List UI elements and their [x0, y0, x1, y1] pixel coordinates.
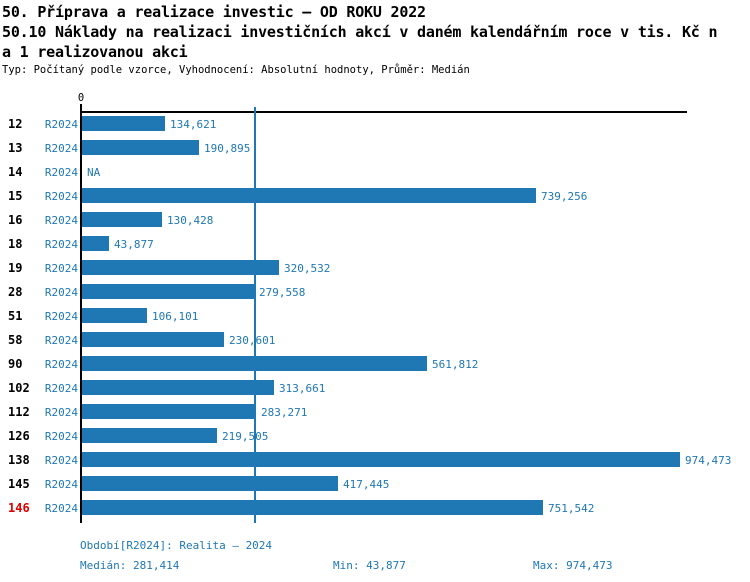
bar	[82, 476, 338, 491]
row-series-label: R2024	[44, 166, 78, 179]
row-category-label: 102	[8, 381, 30, 395]
bar-value-label: 279,558	[259, 286, 306, 299]
footer-median-value: Medián: 281,414	[80, 559, 180, 572]
bar	[82, 500, 543, 515]
bar-value-label: 974,473	[685, 454, 732, 467]
bar-value-label: 561,812	[432, 358, 479, 371]
footer-period-info: Období[R2024]: Realita – 2024	[80, 539, 273, 552]
bar	[82, 428, 217, 443]
row-category-label: 12	[8, 117, 23, 131]
row-series-label: R2024	[44, 214, 78, 227]
row-category-label: 112	[8, 405, 30, 419]
bar-value-label: 320,532	[284, 262, 331, 275]
row-category-label: 19	[8, 261, 23, 275]
bar-value-label: 739,256	[541, 190, 588, 203]
chart-row: 145 R2024 417,445	[0, 475, 750, 499]
report-title-line1: 50. Příprava a realizace investic – OD R…	[2, 3, 426, 21]
chart-row: 51 R2024 106,101	[0, 307, 750, 331]
footer-max-value: Max: 974,473	[533, 559, 613, 572]
bar	[82, 404, 256, 419]
bar-value-label: 106,101	[152, 310, 199, 323]
row-category-label: 90	[8, 357, 23, 371]
bar	[82, 308, 147, 323]
chart-row: 126 R2024 219,505	[0, 427, 750, 451]
bar	[82, 212, 162, 227]
chart-row: 13 R2024 190,895	[0, 139, 750, 163]
row-category-label: 28	[8, 285, 23, 299]
bar	[82, 260, 279, 275]
row-series-label: R2024	[44, 358, 78, 371]
bar	[82, 332, 224, 347]
row-series-label: R2024	[44, 454, 78, 467]
chart-row: 28 R2024 279,558	[0, 283, 750, 307]
row-series-label: R2024	[44, 286, 78, 299]
bar-value-label: 751,542	[548, 502, 595, 515]
bar-value-label: NA	[87, 166, 101, 179]
bar-value-label: 130,428	[167, 214, 214, 227]
row-category-label: 145	[8, 477, 30, 491]
chart-row: 102 R2024 313,661	[0, 379, 750, 403]
row-category-label: 13	[8, 141, 23, 155]
x-axis-zero-label: 0	[77, 92, 85, 104]
row-series-label: R2024	[44, 142, 78, 155]
y-axis-line	[80, 104, 82, 523]
row-series-label: R2024	[44, 334, 78, 347]
bar	[82, 116, 165, 131]
bar	[82, 452, 680, 467]
row-series-label: R2024	[44, 478, 78, 491]
chart-row: 12 R2024 134,621	[0, 115, 750, 139]
row-series-label: R2024	[44, 118, 78, 131]
report-title-line3: a 1 realizovanou akci	[2, 43, 188, 61]
bar-value-label: 417,445	[343, 478, 390, 491]
row-category-label: 146	[8, 501, 30, 515]
chart-row: 18 R2024 43,877	[0, 235, 750, 259]
row-series-label: R2024	[44, 238, 78, 251]
chart-row: 58 R2024 230,601	[0, 331, 750, 355]
row-series-label: R2024	[44, 406, 78, 419]
chart-row: 14 R2024 NA	[0, 163, 750, 187]
row-category-label: 58	[8, 333, 23, 347]
report-title-line2: 50.10 Náklady na realizaci investičních …	[2, 23, 718, 41]
row-series-label: R2024	[44, 310, 78, 323]
bar	[82, 380, 274, 395]
median-reference-line	[254, 107, 256, 523]
report-subtitle: Typ: Počítaný podle vzorce, Vyhodnocení:…	[2, 64, 470, 76]
row-category-label: 16	[8, 213, 23, 227]
bar	[82, 284, 254, 299]
chart-row: 138 R2024 974,473	[0, 451, 750, 475]
row-series-label: R2024	[44, 430, 78, 443]
chart-row: 19 R2024 320,532	[0, 259, 750, 283]
row-category-label: 138	[8, 453, 30, 467]
row-category-label: 126	[8, 429, 30, 443]
row-category-label: 51	[8, 309, 23, 323]
row-series-label: R2024	[44, 382, 78, 395]
bar	[82, 356, 427, 371]
chart-row: 112 R2024 283,271	[0, 403, 750, 427]
row-category-label: 14	[8, 165, 23, 179]
bar	[82, 236, 109, 251]
bar-value-label: 190,895	[204, 142, 251, 155]
row-category-label: 15	[8, 189, 23, 203]
bar-value-label: 313,661	[279, 382, 326, 395]
row-category-label: 18	[8, 237, 23, 251]
row-series-label: R2024	[44, 502, 78, 515]
chart-row: 15 R2024 739,256	[0, 187, 750, 211]
bar-value-label: 230,601	[229, 334, 276, 347]
chart-row: 90 R2024 561,812	[0, 355, 750, 379]
chart-row: 16 R2024 130,428	[0, 211, 750, 235]
row-series-label: R2024	[44, 262, 78, 275]
bar	[82, 140, 199, 155]
x-axis-line	[81, 111, 687, 113]
bar	[82, 188, 536, 203]
footer-min-value: Min: 43,877	[333, 559, 406, 572]
row-series-label: R2024	[44, 190, 78, 203]
bar-value-label: 43,877	[114, 238, 154, 251]
chart-row: 146 R2024 751,542	[0, 499, 750, 523]
bar-value-label: 283,271	[261, 406, 308, 419]
bar-value-label: 219,505	[222, 430, 269, 443]
bar-value-label: 134,621	[170, 118, 217, 131]
